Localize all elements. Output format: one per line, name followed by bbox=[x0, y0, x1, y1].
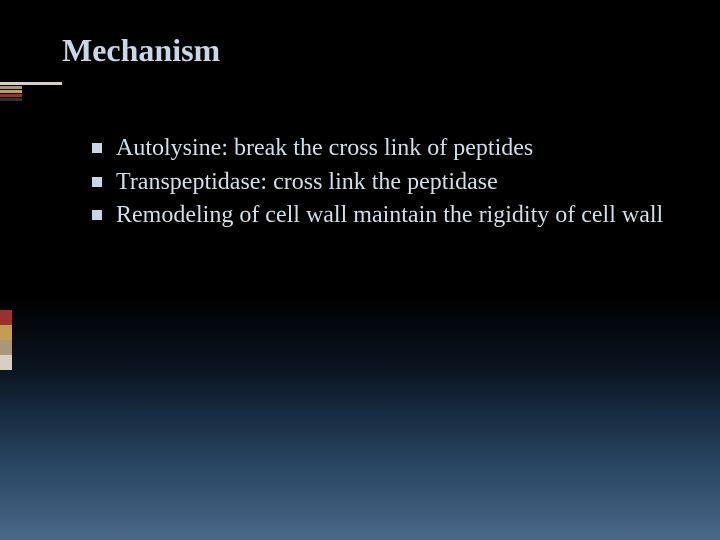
accent-bar-3 bbox=[0, 90, 22, 93]
slide: Mechanism Autolysine: break the cross li… bbox=[0, 0, 720, 540]
rail-segment bbox=[0, 325, 12, 340]
bullet-text: Transpeptidase: cross link the peptidase bbox=[116, 167, 498, 199]
bullet-text: Autolysine: break the cross link of pept… bbox=[116, 133, 533, 165]
list-item: Transpeptidase: cross link the peptidase bbox=[92, 167, 666, 199]
accent-bar-5 bbox=[0, 98, 22, 101]
title-area: Mechanism bbox=[0, 0, 720, 77]
bullet-square-icon bbox=[92, 177, 102, 187]
accent-bar-2 bbox=[0, 86, 22, 89]
list-item: Autolysine: break the cross link of pept… bbox=[92, 133, 666, 165]
rail-segment bbox=[0, 310, 12, 325]
content-area: Autolysine: break the cross link of pept… bbox=[0, 77, 720, 232]
rail-segment bbox=[0, 355, 12, 370]
list-item: Remodeling of cell wall maintain the rig… bbox=[92, 200, 666, 232]
title-underline-accent bbox=[0, 82, 62, 102]
left-accent-rail bbox=[0, 310, 12, 370]
bullet-text: Remodeling of cell wall maintain the rig… bbox=[116, 200, 663, 232]
slide-title: Mechanism bbox=[62, 32, 720, 69]
bullet-square-icon bbox=[92, 143, 102, 153]
bullet-square-icon bbox=[92, 210, 102, 220]
accent-bar-1 bbox=[0, 82, 62, 85]
accent-bar-4 bbox=[0, 94, 22, 97]
rail-segment bbox=[0, 340, 12, 355]
